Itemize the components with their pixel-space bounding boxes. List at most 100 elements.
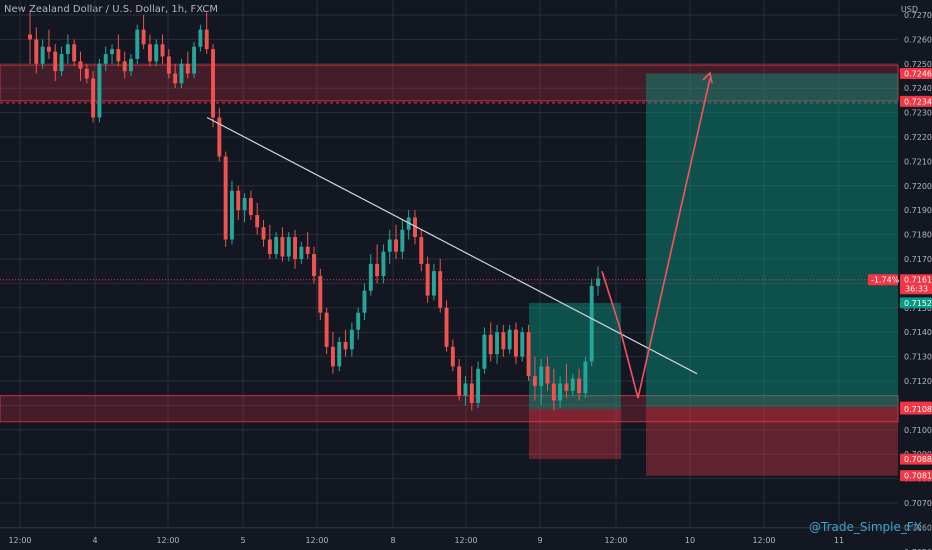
candle — [450, 346, 455, 367]
candle — [589, 285, 594, 362]
x-tick-label: 12:00 — [454, 536, 477, 545]
candle — [179, 63, 184, 84]
candle — [97, 63, 102, 118]
candle — [312, 254, 316, 277]
price-tag — [900, 95, 932, 107]
candle — [495, 332, 499, 355]
x-tick-label: 8 — [390, 536, 395, 545]
candle — [513, 329, 518, 357]
resistance-zone — [0, 64, 899, 102]
x-tick-label: 12:00 — [8, 536, 31, 545]
candle — [482, 334, 487, 369]
candle — [154, 44, 159, 62]
candle — [40, 46, 45, 64]
candle — [286, 237, 291, 257]
candle — [539, 366, 544, 386]
candle — [261, 227, 266, 240]
symbol-title[interactable]: New Zealand Dollar / U.S. Dollar, 1h, FX… — [4, 4, 218, 15]
candle — [305, 246, 310, 255]
candle — [577, 378, 582, 394]
x-tick-label: 4 — [92, 536, 97, 545]
candle — [122, 61, 127, 72]
candle — [116, 49, 121, 62]
candle — [444, 307, 449, 347]
candle — [368, 263, 373, 291]
price-tag-label: 0.71615 — [904, 276, 932, 285]
candle — [141, 29, 146, 45]
x-tick-label: 12:00 — [305, 536, 328, 545]
trendline — [206, 116, 698, 375]
candle — [280, 237, 285, 257]
x-tick-label: 12:00 — [752, 536, 775, 545]
price-timer: 36:33 — [905, 285, 928, 294]
candle — [192, 46, 197, 74]
candle — [274, 237, 279, 255]
candle — [419, 237, 424, 264]
candle — [28, 34, 32, 40]
candle — [135, 29, 140, 59]
candle — [469, 383, 474, 403]
candle — [337, 341, 342, 367]
candle — [72, 44, 77, 62]
candle — [564, 383, 569, 391]
candle — [438, 271, 443, 308]
price-tag — [900, 403, 932, 415]
y-tick-label: 0.70500 — [904, 548, 932, 550]
candle — [293, 237, 298, 259]
candle — [255, 215, 260, 228]
price-change-label: -1.74% — [871, 276, 900, 285]
candle — [349, 329, 354, 350]
candle — [400, 229, 405, 252]
candle — [91, 78, 96, 118]
candle — [394, 239, 399, 252]
candle — [476, 368, 481, 403]
candle — [387, 239, 392, 252]
candle — [84, 68, 89, 79]
candle — [375, 263, 380, 277]
candle — [267, 239, 272, 255]
candle — [356, 312, 361, 330]
candle — [488, 334, 493, 355]
price-change-tag — [868, 274, 898, 286]
candle — [211, 49, 215, 118]
candle — [330, 346, 335, 367]
candle — [457, 366, 462, 396]
candle — [520, 332, 525, 357]
support-zone — [0, 395, 899, 423]
candle — [173, 73, 178, 84]
x-tick-label: 12:00 — [604, 536, 627, 545]
candle — [53, 51, 58, 72]
x-tick-label: 11 — [834, 536, 844, 545]
candle — [110, 49, 115, 55]
candle — [204, 29, 209, 50]
large-position-target — [646, 73, 898, 408]
watermark: @Trade_Simple_FX — [809, 520, 922, 534]
small-position-stop — [529, 409, 621, 460]
candle — [413, 217, 417, 238]
price-tag-label: 0.70812 — [904, 472, 932, 481]
candle — [526, 332, 531, 377]
price-tag — [900, 470, 932, 482]
candle — [78, 61, 83, 69]
candle — [160, 44, 165, 57]
candle — [129, 58, 133, 72]
candle — [431, 271, 436, 296]
candle — [381, 251, 386, 277]
candle — [570, 378, 575, 391]
projection-path — [601, 78, 711, 399]
candle — [362, 290, 367, 313]
candle — [507, 329, 512, 350]
